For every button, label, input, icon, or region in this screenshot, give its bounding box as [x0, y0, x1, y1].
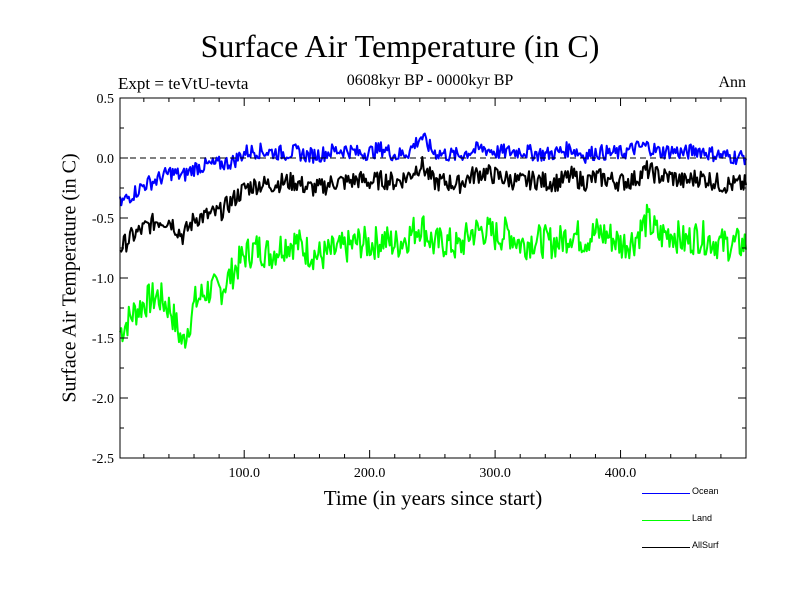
season-label: Ann: [718, 74, 746, 91]
legend-label-allsurf: AllSurf: [692, 540, 719, 550]
chart-title: Surface Air Temperature (in C): [200, 28, 600, 64]
legend-item-land: Land: [642, 513, 762, 527]
y-tick-label: -1.0: [92, 272, 114, 287]
y-tick-label: -2.0: [92, 392, 114, 407]
x-axis-label: Time (in years since start): [323, 486, 543, 510]
legend-swatch-land: [642, 520, 690, 521]
x-tick-label: 200.0: [354, 466, 386, 481]
y-tick-label: -0.5: [92, 212, 114, 227]
legend-label-land: Land: [692, 513, 713, 523]
series-line-ocean: [119, 132, 747, 207]
series-line-land: [119, 203, 747, 349]
legend-swatch-allsurf: [642, 547, 690, 548]
x-tick-label: 400.0: [605, 466, 637, 481]
series-layer: [119, 132, 747, 349]
period-subtitle: 0608kyr BP - 0000kyr BP: [346, 72, 514, 89]
y-tick-label: -1.5: [92, 332, 114, 347]
y-tick-label: 0.0: [97, 152, 115, 167]
legend-swatch-ocean: [642, 493, 690, 494]
legend-label-ocean: Ocean: [692, 486, 719, 496]
series-line-allsurf: [119, 156, 747, 253]
y-tick-label: 0.5: [97, 92, 115, 107]
y-tick-label: -2.5: [92, 452, 114, 467]
legend-item-allsurf: AllSurf: [642, 540, 762, 554]
ticks-layer: -2.5 -2.0 -1.5 -1.0 -0.5 0.0 0.5 100.0 200.0 300.…: [92, 92, 746, 481]
legend-item-ocean: Ocean: [642, 486, 762, 500]
x-tick-label: 100.0: [228, 466, 260, 481]
experiment-label: Expt = teVtU-tevta: [118, 74, 249, 93]
x-tick-label: 300.0: [479, 466, 511, 481]
